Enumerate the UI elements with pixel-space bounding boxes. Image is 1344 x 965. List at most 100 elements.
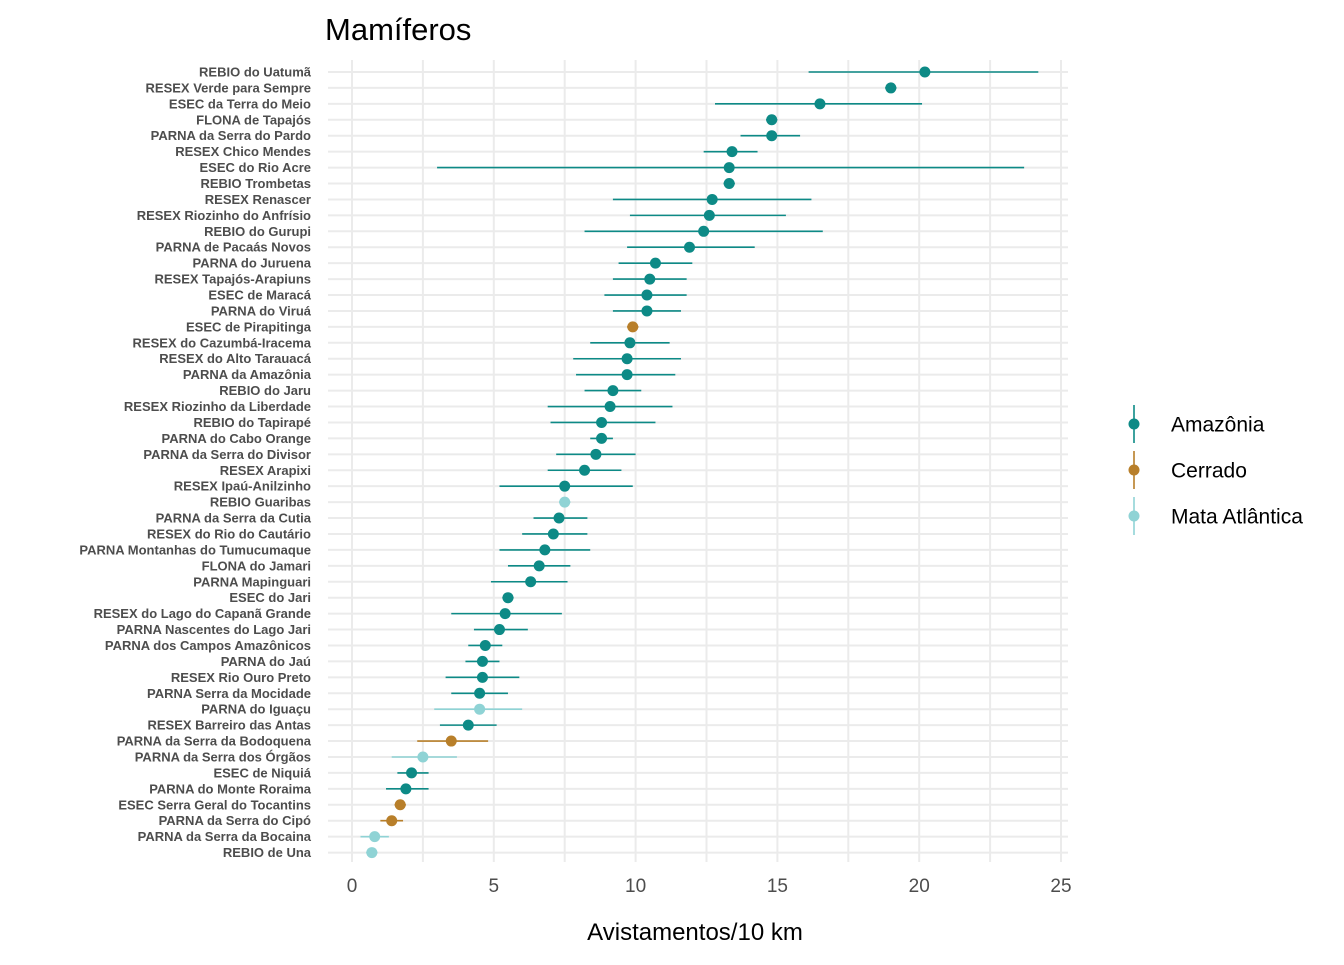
- data-point: [698, 225, 710, 237]
- data-point: [462, 719, 474, 731]
- data-point: [703, 209, 715, 221]
- y-tick-label: RESEX Arapixi: [220, 463, 311, 478]
- y-tick-label: RESEX do Alto Tarauacá: [159, 351, 311, 366]
- y-tick-label: FLONA de Tapajós: [196, 112, 311, 127]
- y-tick-label: PARNA da Serra do Cipó: [159, 813, 311, 828]
- data-point: [547, 528, 559, 540]
- data-point: [559, 496, 571, 508]
- x-tick-label: 25: [1050, 876, 1071, 897]
- y-tick-label: ESEC Serra Geral do Tocantins: [118, 797, 311, 812]
- y-tick-label: PARNA do Viruá: [211, 303, 312, 318]
- data-point: [553, 512, 565, 524]
- data-point: [445, 735, 457, 747]
- x-tick-label: 5: [489, 876, 500, 897]
- data-point: [919, 66, 931, 78]
- grid-lines: [328, 60, 1068, 862]
- y-tick-label: RESEX do Lago do Capanã Grande: [94, 606, 311, 621]
- data-point: [476, 655, 488, 667]
- chart-title: Mamíferos: [325, 12, 471, 47]
- y-tick-label: ESEC de Maracá: [208, 288, 311, 303]
- data-point: [474, 703, 486, 715]
- data-point: [723, 162, 735, 174]
- y-tick-label: PARNA do Monte Roraima: [149, 781, 312, 796]
- data-point: [579, 464, 591, 476]
- y-tick-label: RESEX Verde para Sempre: [146, 80, 311, 95]
- y-tick-label: REBIO do Uatumã: [199, 65, 312, 80]
- data-point: [596, 432, 608, 444]
- data-point: [649, 257, 661, 269]
- y-tick-label: PARNA da Amazônia: [183, 367, 312, 382]
- data-point: [706, 193, 718, 205]
- y-tick-label: PARNA Nascentes do Lago Jari: [117, 622, 311, 637]
- data-point: [723, 178, 735, 190]
- x-tick-label: 0: [347, 876, 358, 897]
- data-point: [596, 416, 608, 428]
- y-tick-label: REBIO Trombetas: [200, 176, 311, 191]
- y-tick-label: PARNA da Serra da Cutia: [156, 511, 312, 526]
- y-tick-label: PARNA da Serra da Bocaina: [138, 829, 312, 844]
- data-point: [641, 305, 653, 317]
- x-tick-label: 10: [625, 876, 646, 897]
- legend-label: Cerrado: [1171, 460, 1247, 483]
- y-tick-label: ESEC de Pirapitinga: [186, 319, 312, 334]
- data-point: [621, 369, 633, 381]
- data-point: [476, 671, 488, 683]
- y-tick-label: PARNA da Serra do Pardo: [151, 128, 311, 143]
- y-tick-label: PARNA do Juruena: [193, 256, 312, 271]
- y-tick-label: PARNA Serra da Mocidade: [147, 686, 311, 701]
- y-tick-label: RESEX Tapajós-Arapiuns: [154, 272, 311, 287]
- data-marks: [360, 66, 1039, 859]
- y-tick-label: PARNA Montanhas do Tumucumaque: [79, 542, 311, 557]
- data-point: [607, 385, 619, 397]
- y-tick-label: ESEC de Niquiá: [213, 765, 311, 780]
- data-point: [814, 98, 826, 110]
- y-tick-label: RESEX Barreiro das Antas: [147, 718, 311, 733]
- legend-key-point: [1128, 464, 1140, 476]
- y-tick-label: PARNA do Iguaçu: [201, 702, 311, 717]
- legend-key-point: [1128, 418, 1140, 430]
- data-point: [641, 289, 653, 301]
- data-point: [621, 353, 633, 365]
- data-point: [624, 337, 636, 349]
- data-point: [766, 114, 778, 126]
- y-tick-label: PARNA do Jaú: [221, 654, 311, 669]
- y-tick-label: PARNA da Serra dos Órgãos: [135, 749, 311, 764]
- data-point: [726, 146, 738, 158]
- legend-key-point: [1128, 510, 1140, 522]
- data-point: [559, 480, 571, 492]
- x-tick-label: 15: [767, 876, 788, 897]
- y-tick-label: RESEX Chico Mendes: [175, 144, 311, 159]
- y-tick-label: PARNA da Serra da Bodoquena: [117, 734, 312, 749]
- x-axis-ticks: 0 5 10 15 20 25: [347, 876, 1072, 897]
- y-tick-label: PARNA dos Campos Amazônicos: [105, 638, 311, 653]
- y-tick-label: REBIO Guaribas: [210, 495, 311, 510]
- y-tick-label: RESEX Rio Ouro Preto: [171, 670, 311, 685]
- data-point: [499, 608, 511, 620]
- legend: Amazônia Cerrado Mata Atlântica: [1128, 405, 1303, 535]
- legend-label: Amazônia: [1171, 414, 1265, 437]
- data-point: [417, 751, 429, 763]
- data-point: [474, 687, 486, 699]
- y-tick-label: ESEC da Terra do Meio: [169, 96, 311, 111]
- data-point: [386, 815, 398, 827]
- data-point: [533, 560, 545, 572]
- y-tick-label: REBIO do Jaru: [219, 383, 311, 398]
- y-tick-label: RESEX do Rio do Cautário: [147, 526, 311, 541]
- y-tick-label: PARNA do Cabo Orange: [161, 431, 311, 446]
- data-point: [627, 321, 639, 333]
- data-point: [479, 639, 491, 651]
- y-tick-label: ESEC do Jari: [229, 590, 311, 605]
- data-point: [400, 783, 412, 795]
- data-point: [502, 592, 514, 604]
- y-tick-label: RESEX do Cazumbá-Iracema: [133, 335, 312, 350]
- y-tick-label: FLONA do Jamari: [202, 558, 311, 573]
- y-tick-label: ESEC do Rio Acre: [200, 160, 311, 175]
- data-point: [493, 624, 505, 636]
- y-tick-label: RESEX Ipaú-Anilzinho: [174, 479, 311, 494]
- data-point: [369, 831, 381, 843]
- data-point: [683, 241, 695, 253]
- data-point: [644, 273, 656, 285]
